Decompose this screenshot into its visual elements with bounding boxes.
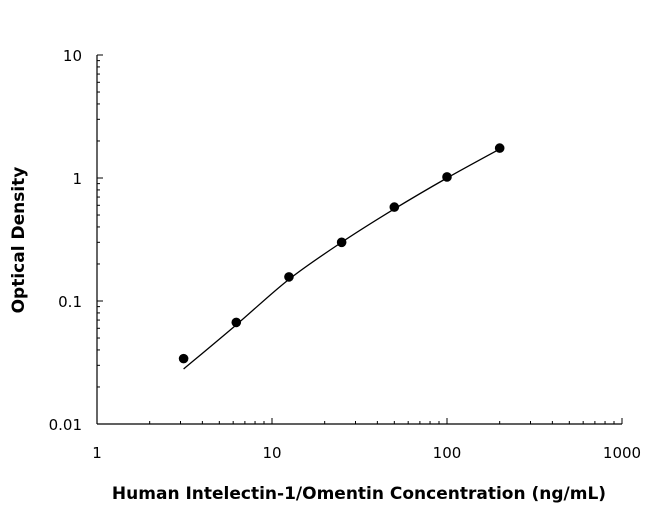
y-tick-label: 0.1 [58, 293, 82, 311]
y-tick-label: 1 [72, 170, 82, 188]
x-tick-label: 100 [433, 444, 462, 462]
fit-curve [183, 148, 500, 370]
data-point [178, 353, 189, 364]
x-tick-label: 1000 [603, 444, 641, 462]
data-point [336, 237, 347, 248]
y-tick-label: 10 [63, 47, 82, 65]
x-tick-label: 10 [262, 444, 281, 462]
data-point [231, 317, 242, 328]
data-point [284, 272, 294, 282]
data-point [389, 202, 400, 212]
data-point [494, 143, 505, 153]
x-axis-label: Human Intelectin-1/Omentin Concentration… [112, 484, 606, 504]
y-axis-label: Optical Density [9, 167, 29, 314]
y-tick-label: 0.01 [49, 416, 82, 434]
x-tick-label: 1 [92, 444, 102, 462]
data-point [442, 172, 452, 182]
